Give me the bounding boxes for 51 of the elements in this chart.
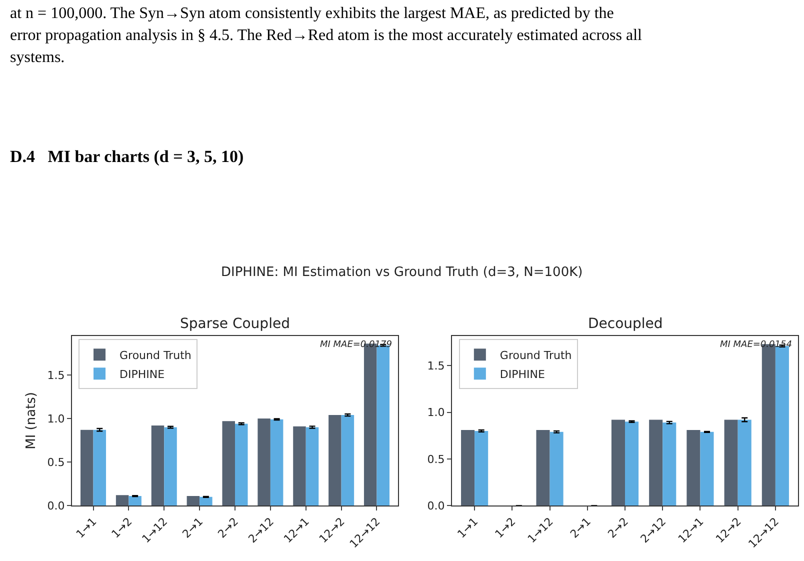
bar xyxy=(200,496,212,506)
bar xyxy=(128,496,142,506)
chart-title: Sparse Coupled xyxy=(180,316,290,332)
bar xyxy=(550,432,564,506)
bar xyxy=(306,427,319,506)
bar xyxy=(293,426,306,506)
bar xyxy=(328,415,342,506)
annotation: MI MAE=0.0179 xyxy=(320,340,392,350)
y-tick-label: 1.5 xyxy=(47,368,65,382)
y-axis-title: MI (nats) xyxy=(24,392,40,450)
bar xyxy=(151,425,164,506)
bar xyxy=(222,421,235,506)
text: D.4 MI bar charts (d = 3, 5, 10) xyxy=(10,147,244,166)
bar xyxy=(536,430,550,506)
legend-label: DIPHINE xyxy=(120,368,165,381)
bar xyxy=(235,424,248,506)
text: DIPHINE: MI Estimation vs Ground Truth (d=3, N=100K) xyxy=(221,265,583,280)
bar xyxy=(116,495,129,506)
bar xyxy=(649,420,663,506)
bar xyxy=(164,427,177,506)
y-tick-label: 0.5 xyxy=(427,452,445,466)
bar xyxy=(611,420,625,506)
y-tick-label: 1.0 xyxy=(427,406,445,420)
bar xyxy=(625,422,639,506)
bar xyxy=(724,420,738,506)
y-tick-label: 0.0 xyxy=(427,499,445,512)
bar xyxy=(186,496,200,506)
legend-label: DIPHINE xyxy=(500,368,546,381)
legend-label: Ground Truth xyxy=(500,348,572,362)
bar xyxy=(341,415,354,506)
bar xyxy=(662,422,676,506)
text: at n = 100,000. The Syn→Syn atom consistently exhibits the largest MAE, as predicted by the xyxy=(10,5,614,22)
bar xyxy=(686,430,700,506)
bar xyxy=(474,430,488,506)
text: error propagation analysis in § 4.5. The Red→Red atom is the most accurately estimated across all xyxy=(10,27,643,44)
bar xyxy=(738,420,752,506)
bar xyxy=(700,432,714,506)
annotation: MI MAE=0.0154 xyxy=(720,340,792,350)
y-tick-label: 0.5 xyxy=(47,456,65,469)
text: systems. xyxy=(10,49,65,66)
bar xyxy=(93,430,106,506)
bar xyxy=(270,419,284,506)
y-tick-label: 1.0 xyxy=(47,412,65,426)
y-tick-label: 1.5 xyxy=(427,359,445,372)
chart-title: Decoupled xyxy=(588,316,663,332)
y-tick-label: 0.0 xyxy=(47,499,65,512)
bar xyxy=(461,430,475,506)
bar xyxy=(258,418,270,506)
legend-label: Ground Truth xyxy=(120,348,192,362)
bar xyxy=(80,430,94,506)
bar xyxy=(775,346,789,506)
